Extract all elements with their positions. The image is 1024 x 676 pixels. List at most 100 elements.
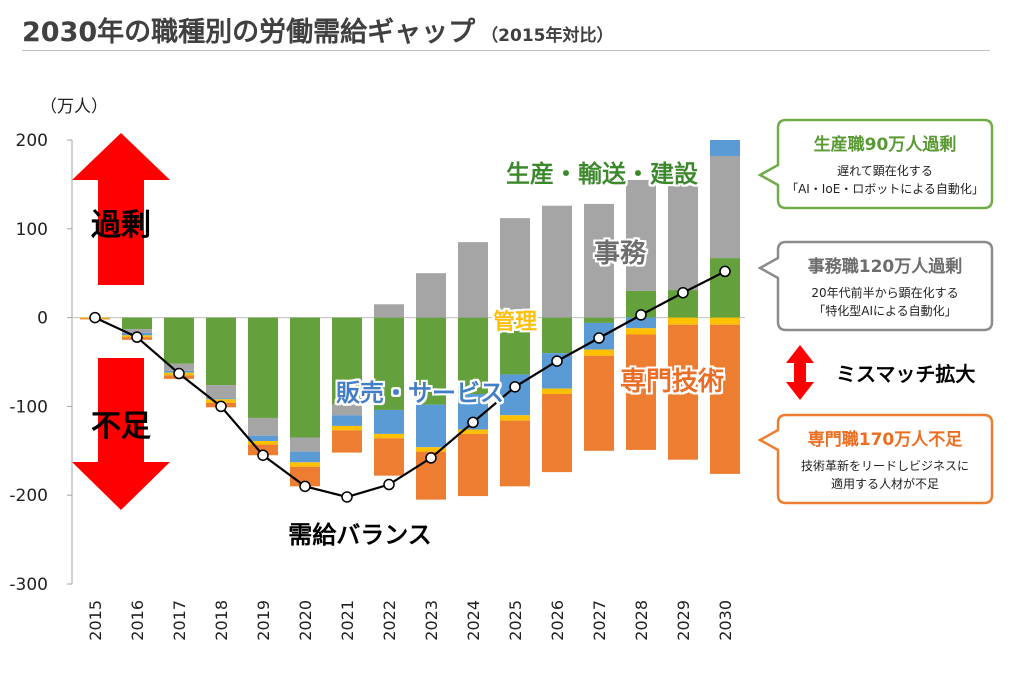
bar-office-2022 <box>374 304 404 318</box>
x-tick-label: 2020 <box>296 600 315 641</box>
y-tick-label: -200 <box>9 486 48 506</box>
bar-office-2024 <box>458 242 488 318</box>
bar-production-2022 <box>374 317 404 410</box>
x-tick-label: 2030 <box>716 600 735 641</box>
bar-production-2021 <box>332 317 362 405</box>
callout-title: 事務職120万人過剰 <box>808 256 963 277</box>
callout-office: 事務職120万人過剰 20年代前半から顕在化する「特化型AIによる自動化」 <box>757 240 994 332</box>
bar-specialist-2029 <box>668 324 698 460</box>
balance-point <box>593 332 605 344</box>
chart-title-sub: （2015年対比） <box>481 26 614 46</box>
balance-point <box>509 381 521 393</box>
y-axis-unit: （万人） <box>40 97 108 117</box>
callout-text: 遅れて顕在化する <box>837 164 933 178</box>
bar-office-2028 <box>626 179 656 291</box>
office-series-label: 事務 <box>594 239 647 269</box>
balance-point <box>677 286 689 299</box>
bar-office-2030 <box>710 155 740 259</box>
bar-production-2018 <box>206 317 236 386</box>
bar-sales-2019 <box>248 435 278 442</box>
bar-office-2021 <box>332 404 362 416</box>
bar-production-2027 <box>584 317 614 323</box>
callouts: ミスマッチ拡大 生産職90万人過剰遅れて顕在化する「AI・IoE・ロボットによる自… <box>757 118 994 505</box>
balance-polyline <box>94 270 726 499</box>
bar-management-2019 <box>248 441 278 445</box>
bar-office-2023 <box>416 273 446 318</box>
sales-series-label: 販売・サービス <box>336 379 504 407</box>
bar-specialist-2021 <box>332 430 362 453</box>
bar-management-2028 <box>626 328 656 335</box>
bar-production-2017 <box>164 317 194 364</box>
bar-sales-2020 <box>290 451 320 463</box>
bar-sales-2030 <box>710 140 740 156</box>
balance-line-label: 需給バランス <box>288 521 432 549</box>
callout-box <box>757 413 994 505</box>
x-tick-label: 2021 <box>338 600 357 641</box>
bar-management-2027 <box>584 349 614 356</box>
balance-point <box>383 478 395 491</box>
bar-management-2030 <box>710 317 740 325</box>
y-tick-label: 200 <box>16 131 48 151</box>
x-tick-label: 2018 <box>212 600 231 641</box>
bar-management-2025 <box>500 415 530 421</box>
bar-sales-2018 <box>206 398 236 400</box>
balance-line <box>89 265 731 503</box>
bar-office-2019 <box>248 417 278 436</box>
x-tick-label: 2022 <box>380 600 399 641</box>
callout-title: 生産職90万人過剰 <box>814 134 957 155</box>
bar-production-2019 <box>248 317 278 418</box>
stacked-bars <box>80 140 740 500</box>
bar-office-2025 <box>500 218 530 318</box>
bar-management-2024 <box>458 429 488 434</box>
x-tick-label: 2019 <box>254 600 273 641</box>
balance-point <box>89 311 101 324</box>
x-tick-label: 2029 <box>674 600 693 641</box>
shortage-label: 不足 <box>91 409 151 444</box>
management-series-label: 管理 <box>493 309 537 335</box>
bar-management-2021 <box>332 425 362 431</box>
bar-specialist-2026 <box>542 393 572 473</box>
bar-specialist-2022 <box>374 438 404 476</box>
balance-point <box>257 449 269 461</box>
bar-office-2026 <box>542 205 572 318</box>
callout-box <box>757 118 994 210</box>
bar-specialist-2025 <box>500 420 530 487</box>
callout-text: 「AI・IoE・ロボットによる自動化」 <box>786 182 984 196</box>
production-series-label: 生産・輸送・建設 <box>506 160 699 188</box>
x-tick-label: 2023 <box>422 600 441 641</box>
bar-management-2020 <box>290 462 320 467</box>
callout-text: 技術革新をリードしビジネスに <box>801 458 969 473</box>
bar-office-2017 <box>164 363 194 371</box>
mismatch-arrow <box>786 345 814 400</box>
bar-management-2023 <box>416 447 446 452</box>
chart-title-main: 2030年の職種別の労働需給ギャップ <box>22 17 476 48</box>
balance-point <box>131 331 143 343</box>
balance-point <box>215 400 227 413</box>
bar-office-2018 <box>206 385 236 399</box>
bar-office-2029 <box>668 183 698 291</box>
x-tick-label: 2028 <box>632 600 651 641</box>
bar-sales-2022 <box>374 409 404 434</box>
bar-production-2020 <box>290 317 320 438</box>
surplus-arrow <box>72 133 170 285</box>
bar-sales-2023 <box>416 404 446 448</box>
x-tick-label: 2026 <box>548 600 567 641</box>
bar-management-2029 <box>668 317 698 325</box>
balance-point <box>425 452 437 464</box>
chart-title: 2030年の職種別の労働需給ギャップ （2015年対比） <box>22 10 613 49</box>
callout-text: 適用する人材が不足 <box>831 476 939 491</box>
bar-office-2016 <box>122 329 152 333</box>
bar-specialist-2027 <box>584 355 614 451</box>
bar-management-2026 <box>542 388 572 394</box>
x-tick-label: 2015 <box>86 600 105 641</box>
y-tick-label: 100 <box>16 220 48 240</box>
callout-text: 「特化型AIによる自動化」 <box>813 303 956 318</box>
bar-specialist-2024 <box>458 433 488 497</box>
bar-production-2026 <box>542 317 572 354</box>
x-tick-label: 2024 <box>464 600 483 641</box>
